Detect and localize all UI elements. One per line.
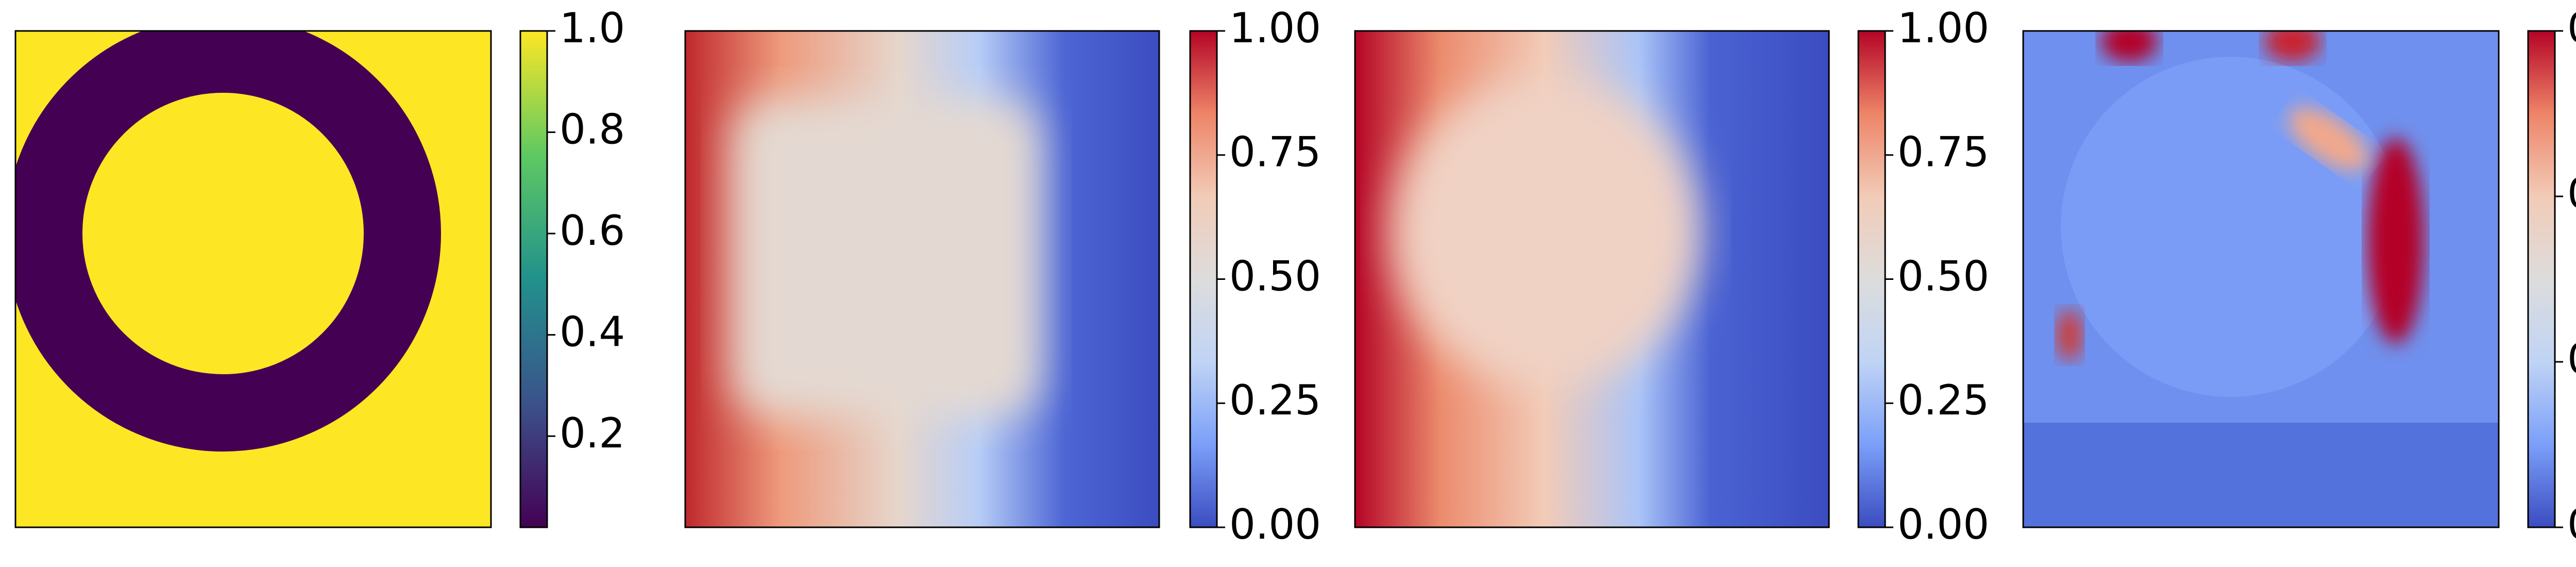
- colorbar-tick-label: 1.00: [1229, 4, 1321, 52]
- colorbar-tick-label: 0.15: [2567, 4, 2576, 52]
- colorbar-tick-label: 0.50: [1897, 252, 1989, 300]
- colorbar-tick-label: 0.75: [1897, 128, 1989, 176]
- colorbar-tick-label: 0.25: [1229, 376, 1321, 424]
- field-image: [15, 31, 491, 527]
- colorbar: [519, 30, 548, 528]
- colorbar: [1189, 30, 1218, 528]
- frame: [1354, 30, 1830, 528]
- frame: [684, 30, 1160, 528]
- colorbar-tick-label: 0.00: [1229, 501, 1321, 548]
- field-image: [2023, 31, 2499, 527]
- field-image: [1355, 31, 1829, 527]
- colorbar-tick-label: 0.75: [1229, 128, 1321, 176]
- colorbar-tick-label: 1.0: [560, 4, 625, 52]
- field-image: [685, 31, 1159, 527]
- colorbar-tick-label: 1.00: [1897, 4, 1989, 52]
- colorbar-tick-label: 0.00: [1897, 501, 1989, 548]
- colorbars: 0.2 0.4 0.6 0.8 1.0 0.00 0.25 0.50 0.75 1.00 0.00 0…: [519, 4, 2576, 548]
- frame: [14, 30, 492, 528]
- colorbar-tick-label: 0.4: [560, 308, 625, 356]
- colorbar-tick-label: 0.6: [560, 207, 625, 255]
- colorbar: [1857, 30, 1886, 528]
- colorbar: [2527, 30, 2556, 528]
- frame: [2022, 30, 2500, 528]
- colorbar-tick-label: 0.8: [560, 105, 625, 153]
- colorbar-tick-label: 0.50: [1229, 252, 1321, 300]
- colorbar-tick-label: 0.25: [1897, 376, 1989, 424]
- colorbar-tick-label: 0.00: [2567, 501, 2576, 548]
- colorbar-tick-label: 0.10: [2567, 170, 2576, 218]
- colorbar-tick-label: 0.05: [2567, 335, 2576, 383]
- colorbar-tick-label: 0.2: [560, 409, 625, 457]
